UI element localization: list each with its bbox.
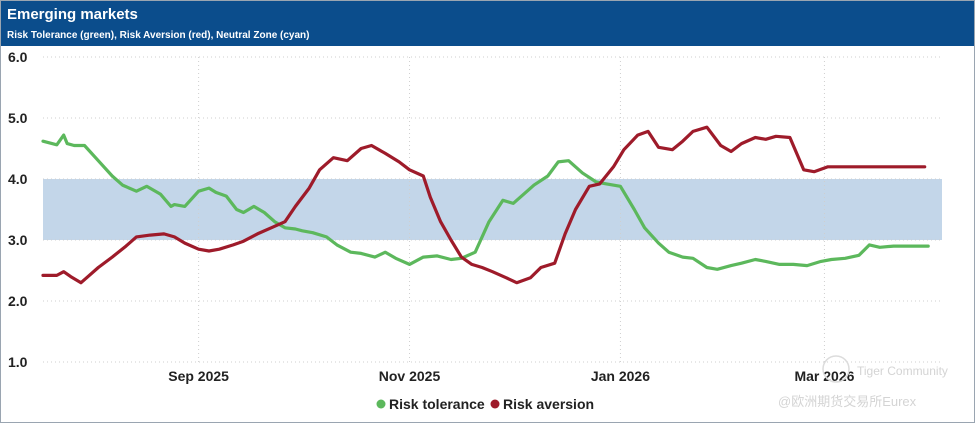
risk-aversion-line [41, 125, 927, 285]
legend-risk-tolerance-marker [376, 399, 386, 409]
x-tick-label: Jan 2026 [591, 368, 650, 384]
x-tick-label: Sep 2025 [168, 368, 229, 384]
legend-risk-tolerance-label: Risk tolerance [389, 396, 485, 412]
chart-header: Emerging markets Risk Tolerance (green),… [1, 1, 974, 46]
legend-risk-aversion-label: Risk aversion [503, 396, 594, 412]
watermark-line2: @欧洲期货交易所Eurex [778, 394, 917, 409]
y-tick-label: 3.0 [8, 232, 28, 248]
chart-title: Emerging markets [7, 6, 138, 23]
neutral-zone-band [43, 179, 942, 240]
y-tick-label: 2.0 [8, 293, 28, 309]
x-tick-label: Nov 2025 [379, 368, 441, 384]
chart-subtitle: Risk Tolerance (green), Risk Aversion (r… [7, 30, 310, 41]
y-tick-label: 6.0 [8, 49, 28, 65]
watermark-line1: Tiger Community [857, 364, 948, 378]
y-tick-label: 5.0 [8, 110, 28, 126]
tiger-logo-icon [822, 355, 850, 383]
legend-risk-aversion-marker [490, 399, 500, 409]
risk-tolerance-line [41, 133, 930, 271]
y-tick-label: 1.0 [8, 354, 28, 370]
y-tick-label: 4.0 [8, 171, 28, 187]
